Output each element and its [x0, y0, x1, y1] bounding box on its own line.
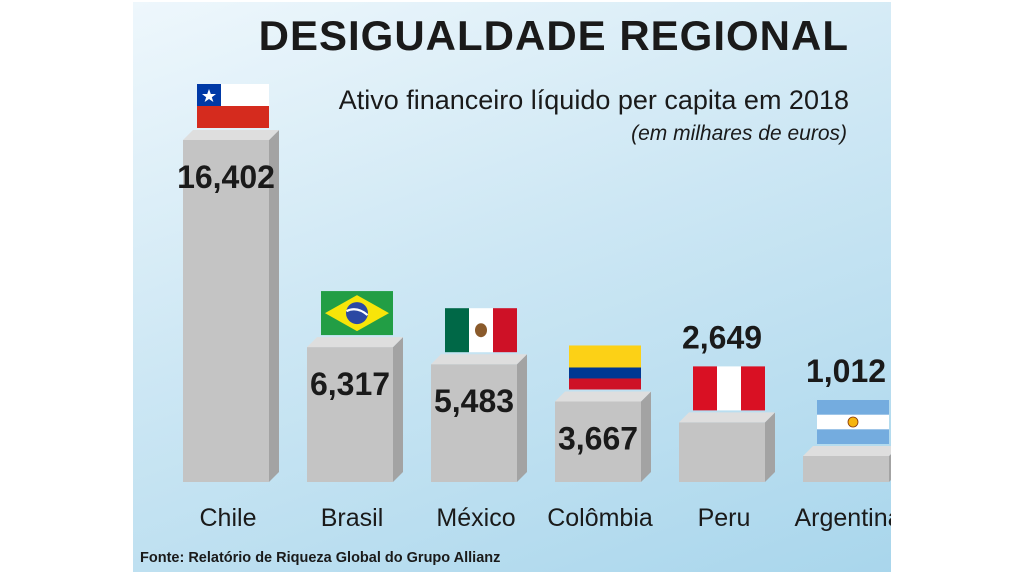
bar-side: [889, 454, 891, 482]
bar-side: [641, 391, 651, 482]
bar-chile: 16,402 Chile: [177, 130, 279, 532]
bar-front: [431, 364, 517, 482]
bar-peru: 2,649 Peru: [679, 319, 775, 532]
category-label-peru: Peru: [698, 504, 751, 532]
bar-side: [765, 412, 775, 482]
bar-brasil: 6,317 Brasil: [307, 337, 403, 532]
category-label-mexico: México: [436, 504, 515, 532]
bar-colombia: 3,667 Colômbia: [547, 391, 653, 532]
flag-chile-icon: [197, 84, 269, 128]
flags-group: [197, 84, 889, 444]
bar-side: [517, 354, 527, 482]
value-label-argentina: 1,012: [806, 353, 886, 389]
chart-title: DESIGUALDADE REGIONAL: [259, 12, 849, 59]
category-label-argentina: Argentina: [794, 504, 891, 532]
bars-group: 16,402 Chile 6,317 Brasil 5,483 México 3,667 Co…: [177, 130, 891, 532]
flag-peru-icon: [693, 366, 765, 411]
bar-top: [431, 354, 527, 365]
category-label-colombia: Colômbia: [547, 504, 653, 532]
bar-chart: 16,402 Chile 6,317 Brasil 5,483 México 3,667 Co…: [140, 12, 891, 566]
flag-brazil-icon: [321, 291, 393, 336]
bar-top: [679, 412, 775, 423]
chart-subtitle: Ativo financeiro líquido per capita em 2…: [339, 85, 849, 115]
bar-top: [555, 391, 651, 402]
value-label-mexico: 5,483: [434, 383, 514, 419]
flag-colombia-icon: [569, 345, 641, 390]
unit-note: (em milhares de euros): [631, 122, 847, 145]
bar-front: [183, 140, 269, 482]
bar-front: [555, 401, 641, 482]
category-label-chile: Chile: [200, 504, 257, 532]
bar-mexico: 5,483 México: [431, 354, 527, 532]
value-label-brasil: 6,317: [310, 366, 390, 402]
value-label-colombia: 3,667: [558, 420, 638, 456]
bar-top: [183, 130, 279, 140]
bar-argentina: 1,012 Argentina: [794, 353, 891, 532]
value-label-chile: 16,402: [177, 159, 275, 195]
category-label-brasil: Brasil: [321, 504, 384, 532]
bar-side: [269, 130, 279, 482]
bar-top: [803, 446, 891, 456]
value-label-peru: 2,649: [682, 319, 762, 355]
source-note: Fonte: Relatório de Riqueza Global do Gr…: [140, 550, 500, 566]
bar-front: [307, 347, 393, 482]
bar-front: [679, 422, 765, 482]
chart-panel: 16,402 Chile 6,317 Brasil 5,483 México 3,667 Co…: [133, 2, 891, 572]
bar-top: [307, 337, 403, 348]
flag-argentina-icon: [817, 400, 889, 444]
bar-front: [803, 456, 889, 482]
bar-side: [393, 337, 403, 482]
flag-mexico-icon: [445, 308, 517, 353]
